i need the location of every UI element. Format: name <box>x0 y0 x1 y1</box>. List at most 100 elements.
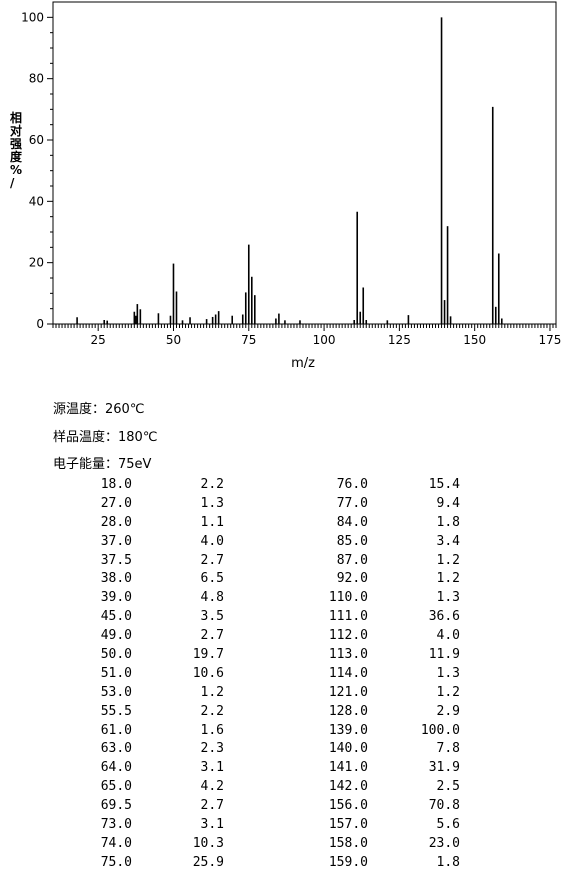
intensity-cell: 1.3 <box>436 590 460 606</box>
y-tick-label: 20 <box>29 256 44 270</box>
mz-cell: 53.0 <box>100 684 132 700</box>
table-row: 39.0 4.8 110.0 1.3 <box>0 589 570 608</box>
x-tick-label: 175 <box>539 333 562 347</box>
intensity-cell: 1.1 <box>200 514 224 530</box>
intensity-cell: 2.5 <box>436 779 460 795</box>
mz-cell: 92.0 <box>336 571 368 587</box>
intensity-cell: 2.7 <box>200 552 224 568</box>
mz-cell: 28.0 <box>100 514 132 530</box>
mz-cell: 113.0 <box>328 647 368 663</box>
table-row: 65.0 4.2 142.0 2.5 <box>0 778 570 797</box>
mz-cell: 45.0 <box>100 609 132 625</box>
intensity-cell: 36.6 <box>428 609 460 625</box>
mz-cell: 49.0 <box>100 628 132 644</box>
mz-cell: 157.0 <box>328 817 368 833</box>
mz-cell: 50.0 <box>100 647 132 663</box>
intensity-cell: 15.4 <box>428 477 460 492</box>
intensity-cell: 1.6 <box>200 722 224 738</box>
intensity-cell: 2.7 <box>200 798 224 814</box>
table-row: 53.0 1.2 121.0 1.2 <box>0 684 570 703</box>
intensity-cell: 10.6 <box>192 665 224 681</box>
intensity-cell: 2.2 <box>200 477 224 492</box>
plot-frame <box>52 1 557 325</box>
table-row: 61.0 1.6 139.0 100.0 <box>0 722 570 741</box>
intensity-cell: 7.8 <box>436 741 460 757</box>
intensity-cell: 2.9 <box>436 703 460 719</box>
intensity-cell: 5.6 <box>436 817 460 833</box>
table-row: 38.0 6.5 92.0 1.2 <box>0 570 570 589</box>
mz-cell: 61.0 <box>100 722 132 738</box>
mz-cell: 65.0 <box>100 779 132 795</box>
table-row: 37.0 4.0 85.0 3.4 <box>0 533 570 552</box>
mz-cell: 69.5 <box>100 798 132 814</box>
intensity-cell: 1.8 <box>436 854 460 870</box>
mz-cell: 111.0 <box>328 609 368 625</box>
mz-cell: 140.0 <box>328 741 368 757</box>
intensity-cell: 11.9 <box>428 647 460 663</box>
intensity-cell: 3.4 <box>436 533 460 549</box>
intensity-cell: 4.2 <box>200 779 224 795</box>
table-row: 50.0 19.7 113.0 11.9 <box>0 646 570 665</box>
mz-cell: 85.0 <box>336 533 368 549</box>
intensity-cell: 2.2 <box>200 703 224 719</box>
mz-cell: 159.0 <box>328 854 368 870</box>
mz-cell: 55.5 <box>100 703 132 719</box>
electron-energy: 电子能量：75eV <box>53 457 152 472</box>
intensity-cell: 3.5 <box>200 609 224 625</box>
intensity-cell: 100.0 <box>420 722 460 738</box>
intensity-cell: 10.3 <box>192 835 224 851</box>
mz-cell: 142.0 <box>328 779 368 795</box>
table-row: 28.0 1.1 84.0 1.8 <box>0 514 570 533</box>
intensity-cell: 23.0 <box>428 835 460 851</box>
intensity-cell: 1.8 <box>436 514 460 530</box>
intensity-cell: 25.9 <box>192 854 224 870</box>
table-row: 63.0 2.3 140.0 7.8 <box>0 740 570 759</box>
mz-cell: 87.0 <box>336 552 368 568</box>
intensity-cell: 70.8 <box>428 798 460 814</box>
table-row: 74.0 10.3 158.0 23.0 <box>0 835 570 854</box>
intensity-cell: 3.1 <box>200 817 224 833</box>
y-tick-label: 40 <box>29 194 44 208</box>
mz-cell: 141.0 <box>328 760 368 776</box>
mz-cell: 63.0 <box>100 741 132 757</box>
intensity-cell: 4.8 <box>200 590 224 606</box>
intensity-cell: 1.3 <box>200 495 224 511</box>
x-tick-label: 125 <box>388 333 411 347</box>
table-row: 18.0 2.2 76.0 15.4 <box>0 476 570 495</box>
mz-cell: 37.5 <box>100 552 132 568</box>
mz-cell: 77.0 <box>336 495 368 511</box>
intensity-cell: 1.3 <box>436 665 460 681</box>
table-row: 37.5 2.7 87.0 1.2 <box>0 552 570 571</box>
mz-cell: 128.0 <box>328 703 368 719</box>
y-tick-label: 60 <box>29 133 44 147</box>
intensity-cell: 2.7 <box>200 628 224 644</box>
x-tick-label: 100 <box>313 333 336 347</box>
mz-cell: 73.0 <box>100 817 132 833</box>
intensity-cell: 31.9 <box>428 760 460 776</box>
x-tick-label: 75 <box>241 333 256 347</box>
y-axis-label: 相对强度% / <box>10 110 23 190</box>
x-tick-label: 150 <box>463 333 486 347</box>
x-axis-label: m/z <box>291 356 315 371</box>
mz-cell: 84.0 <box>336 514 368 530</box>
mz-cell: 156.0 <box>328 798 368 814</box>
intensity-cell: 9.4 <box>436 495 460 511</box>
mz-cell: 74.0 <box>100 835 132 851</box>
intensity-cell: 2.3 <box>200 741 224 757</box>
mz-cell: 64.0 <box>100 760 132 776</box>
table-row: 27.0 1.3 77.0 9.4 <box>0 495 570 514</box>
mz-cell: 158.0 <box>328 835 368 851</box>
intensity-cell: 1.2 <box>436 571 460 587</box>
y-tick-label: 100 <box>21 10 44 24</box>
mass-spectrum-chart: 25 50 75 100 125 150 175 0 20 40 60 80 100 相对强度% / m/… <box>10 1 562 371</box>
table-row: 55.5 2.2 128.0 2.9 <box>0 703 570 722</box>
table-row: 49.0 2.7 112.0 4.0 <box>0 627 570 646</box>
mz-cell: 37.0 <box>100 533 132 549</box>
intensity-cell: 1.2 <box>436 684 460 700</box>
y-tick-label: 80 <box>29 72 44 86</box>
mz-cell: 76.0 <box>336 477 368 492</box>
intensity-cell: 3.1 <box>200 760 224 776</box>
mz-cell: 39.0 <box>100 590 132 606</box>
table-row: 51.0 10.6 114.0 1.3 <box>0 665 570 684</box>
mz-cell: 110.0 <box>328 590 368 606</box>
